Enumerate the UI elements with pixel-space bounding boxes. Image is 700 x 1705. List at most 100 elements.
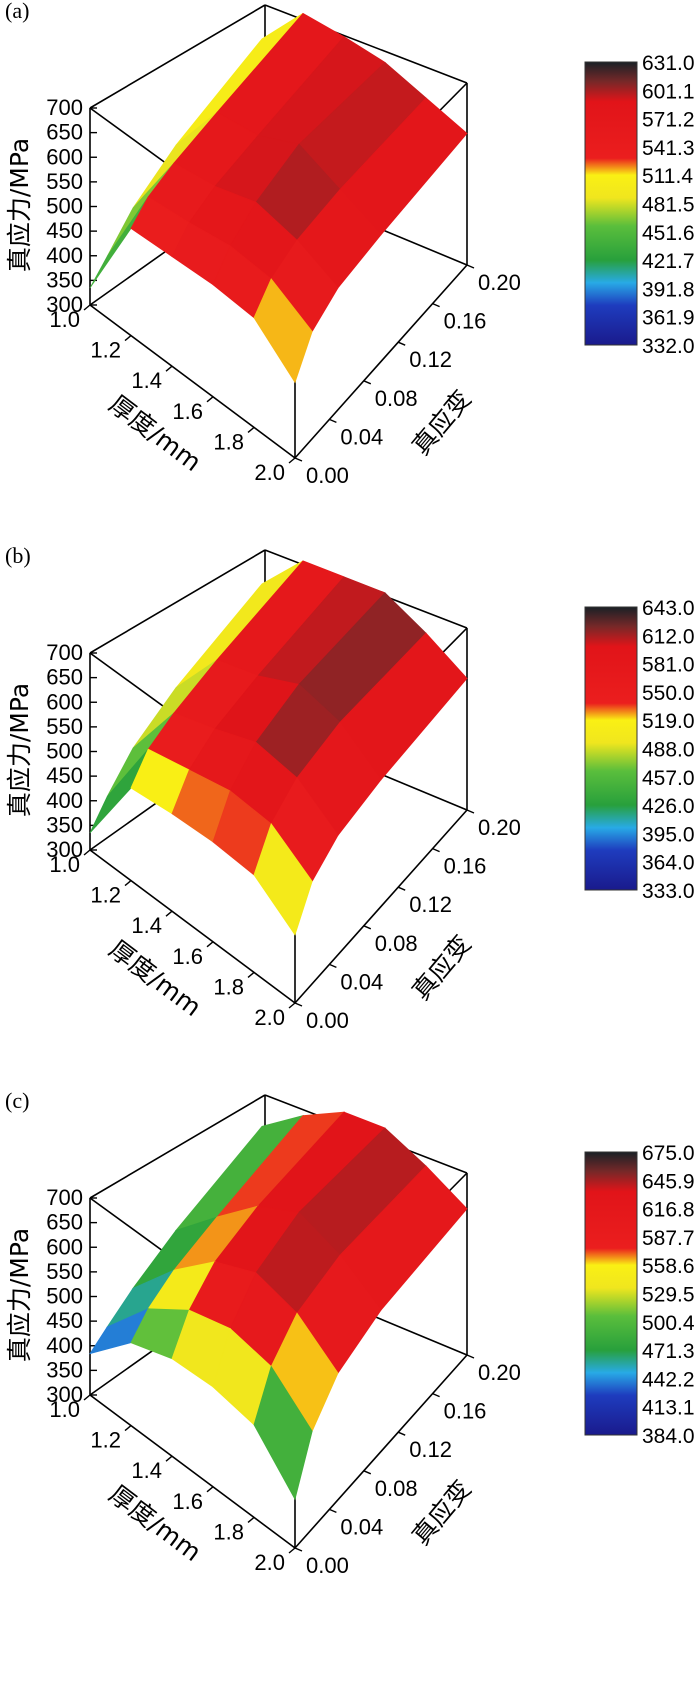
z-tick-label: 500: [46, 739, 83, 764]
y-tick-label: 0.08: [375, 1476, 418, 1501]
colorbar-tick-label: 616.8: [642, 1199, 695, 1222]
axis-edge: [89, 549, 266, 654]
colorbar-tick-label: 645.9: [642, 1170, 695, 1193]
y-tick-label: 0.08: [375, 931, 418, 956]
colorbar-tick-label: 488.0: [642, 739, 695, 762]
colorbar-tick-label: 421.7: [642, 250, 695, 273]
z-tick-label: 700: [46, 95, 83, 120]
surface-patch: [253, 1365, 313, 1501]
x-tick-mark: [124, 880, 132, 887]
z-tick-label: 350: [46, 1357, 83, 1382]
colorbar-tick-label: 471.3: [642, 1340, 695, 1363]
axis-edge: [294, 809, 468, 1004]
y-tick-mark: [294, 457, 303, 462]
x-tick-label: 1.8: [213, 974, 244, 999]
x-tick-label: 2.0: [254, 1005, 285, 1030]
y-tick-mark: [432, 302, 440, 308]
colorbar-tick-label: 481.5: [642, 194, 695, 217]
y-tick-mark: [397, 886, 406, 891]
x-tick-mark: [83, 849, 91, 856]
z-tick-label: 700: [46, 640, 83, 665]
z-tick-label: 300: [46, 292, 83, 317]
colorbar-tick-label: 571.2: [642, 109, 695, 132]
colorbar-tick-label: 457.0: [642, 767, 695, 790]
x-tick-label: 1.4: [131, 368, 162, 393]
x-tick-mark: [165, 1455, 173, 1462]
panel-label: (a): [5, 0, 29, 23]
colorbar-tick-label: 332.0: [642, 335, 695, 358]
y-tick-mark: [466, 809, 475, 814]
x-tick-mark: [83, 304, 91, 311]
y-tick-label: 0.00: [306, 463, 349, 488]
colorbar-tick-label: 395.0: [642, 823, 695, 846]
z-tick-label: 300: [46, 1382, 83, 1407]
colorbar-tick-label: 529.5: [642, 1284, 695, 1307]
colorbar-tick-label: 426.0: [642, 795, 695, 818]
x-tick-label: 1.2: [90, 338, 121, 363]
axis-edge: [89, 4, 266, 109]
x-tick-mark: [247, 971, 255, 978]
x-tick-mark: [288, 1547, 296, 1554]
colorbar-tick-label: 451.6: [642, 222, 695, 245]
x-tick-label: 1.0: [49, 852, 80, 877]
z-tick-label: 500: [46, 1284, 83, 1309]
z-tick-label: 550: [46, 714, 83, 739]
x-tick-label: 1.4: [131, 913, 162, 938]
surface-patch: [89, 196, 149, 289]
colorbar-tick-label: 675.0: [642, 1142, 695, 1165]
colorbar-tick-label: 643.0: [642, 597, 695, 620]
x-tick-label: 1.0: [49, 307, 80, 332]
z-tick-label: 600: [46, 144, 83, 169]
z-axis-label: 真应力/MPa: [5, 1228, 34, 1362]
stress-surface: [89, 560, 468, 936]
y-tick-mark: [329, 963, 337, 969]
z-tick-label: 400: [46, 1333, 83, 1358]
y-tick-label: 0.12: [409, 347, 452, 372]
y-tick-mark: [466, 264, 475, 269]
y-tick-mark: [397, 341, 406, 346]
y-tick-label: 0.20: [478, 815, 521, 840]
colorbar-tick-label: 413.1: [642, 1397, 695, 1420]
y-tick-label: 0.12: [409, 892, 452, 917]
z-tick-label: 400: [46, 243, 83, 268]
y-tick-mark: [329, 1508, 337, 1514]
y-tick-mark: [466, 1354, 475, 1359]
x-tick-mark: [206, 396, 214, 403]
z-tick-label: 550: [46, 169, 83, 194]
colorbar-tick-label: 442.2: [642, 1368, 695, 1391]
y-tick-label: 0.00: [306, 1008, 349, 1033]
x-tick-mark: [288, 457, 296, 464]
z-tick-label: 650: [46, 1210, 83, 1235]
colorbar-tick-label: 550.0: [642, 682, 695, 705]
panel-label: (b): [5, 543, 31, 568]
colorbar-tick-label: 612.0: [642, 625, 695, 648]
y-tick-label: 0.04: [340, 969, 383, 994]
y-tick-label: 0.00: [306, 1553, 349, 1578]
surface-patch: [253, 823, 313, 936]
x-tick-mark: [288, 1002, 296, 1009]
y-tick-mark: [397, 1431, 406, 1436]
z-tick-label: 600: [46, 689, 83, 714]
colorbar-tick-label: 587.7: [642, 1227, 695, 1250]
z-tick-label: 350: [46, 812, 83, 837]
x-tick-label: 1.8: [213, 1519, 244, 1544]
x-tick-mark: [165, 365, 173, 372]
colorbar-tick-label: 333.0: [642, 880, 695, 903]
colorbar-tick-label: 391.8: [642, 278, 695, 301]
y-tick-mark: [363, 1470, 372, 1475]
axis-edge: [89, 1094, 266, 1199]
x-tick-mark: [165, 910, 173, 917]
colorbar: [584, 606, 638, 891]
y-tick-mark: [432, 847, 440, 853]
axis-edge: [89, 849, 296, 1004]
x-tick-mark: [206, 941, 214, 948]
x-tick-mark: [83, 1394, 91, 1401]
panel-label: (c): [5, 1088, 29, 1113]
x-tick-mark: [124, 1425, 132, 1432]
y-tick-label: 0.08: [375, 386, 418, 411]
colorbar-tick-label: 511.4: [642, 165, 693, 188]
y-tick-label: 0.04: [340, 1514, 383, 1539]
y-tick-mark: [294, 1547, 303, 1552]
